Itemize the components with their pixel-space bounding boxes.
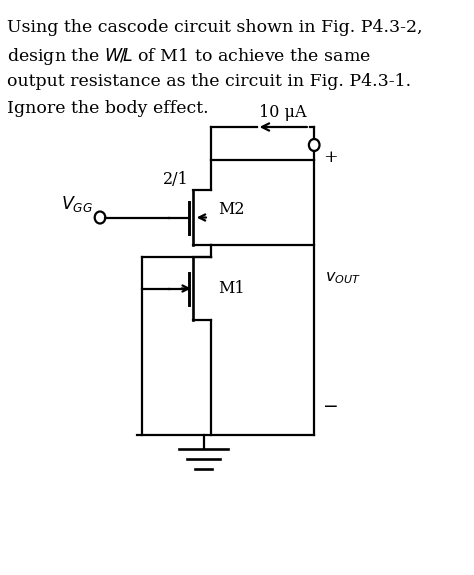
Text: 10 μA: 10 μA — [259, 104, 307, 121]
Text: M2: M2 — [218, 201, 244, 218]
Text: Ignore the body effect.: Ignore the body effect. — [7, 100, 209, 117]
Text: −: − — [323, 398, 339, 416]
Text: Using the cascode circuit shown in Fig. P4.3-2,: Using the cascode circuit shown in Fig. … — [7, 19, 423, 36]
Text: output resistance as the circuit in Fig. P4.3-1.: output resistance as the circuit in Fig.… — [7, 73, 411, 90]
Text: $V_{GG}$: $V_{GG}$ — [61, 194, 93, 214]
Text: +: + — [323, 148, 337, 166]
Text: M1: M1 — [218, 280, 245, 297]
Text: 2/1: 2/1 — [163, 171, 189, 187]
Text: $v_{OUT}$: $v_{OUT}$ — [325, 269, 361, 286]
Text: design the $W\!/\!L$ of M1 to achieve the same: design the $W\!/\!L$ of M1 to achieve th… — [7, 46, 371, 67]
